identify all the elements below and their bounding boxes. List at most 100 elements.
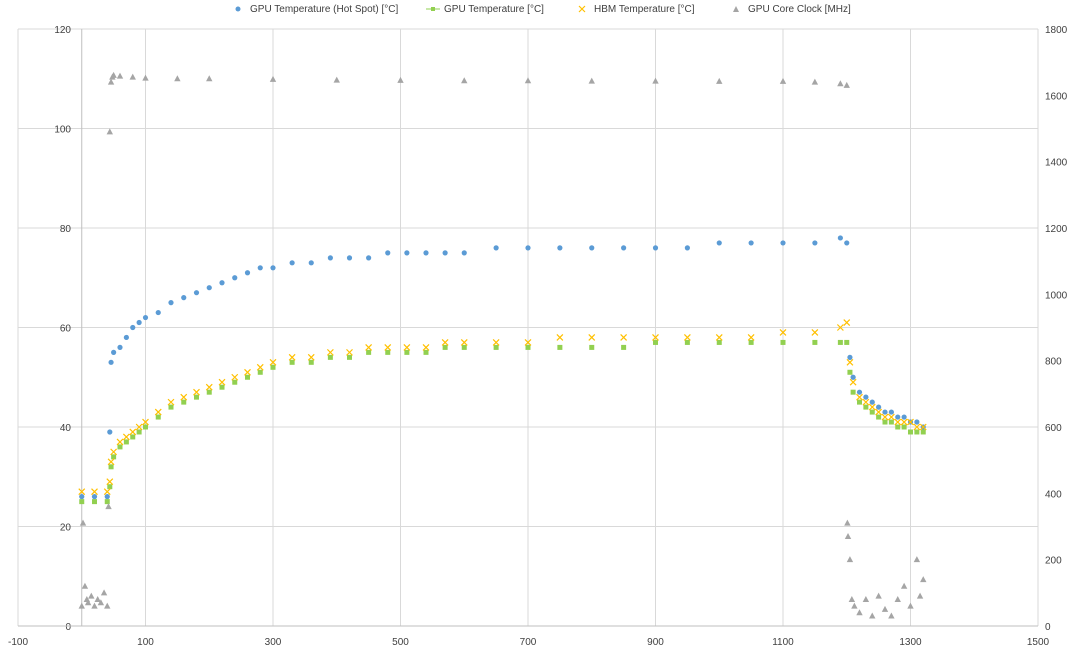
data-point [129,73,136,80]
data-point [442,344,448,350]
data-point [206,389,212,395]
data-point [181,399,187,405]
data-point [588,77,595,84]
data-point [107,78,115,85]
data-point [888,612,895,619]
data-point [116,438,124,446]
data-point [684,245,690,251]
legend-item-hbm-temp[interactable]: HBM Temperature [°C] [576,1,695,17]
legend-item-core-clock[interactable]: GPU Core Clock [MHz] [730,1,851,17]
data-point [94,595,101,602]
data-point [194,394,199,400]
data-point [919,423,927,431]
data-point [846,358,854,366]
data-point [836,324,844,331]
data-point [900,582,908,589]
data-point [111,349,117,355]
data-point [193,388,200,396]
data-point [79,494,85,500]
data-point [91,602,98,609]
x-tick-label: 1500 [1027,637,1050,646]
data-point [130,324,136,331]
data-point [84,599,92,606]
data-point [812,339,818,345]
y2-tick-label: 1200 [1045,224,1068,235]
data-point [288,353,296,361]
data-point [837,339,843,345]
data-point [779,329,787,336]
data-point [907,418,914,426]
data-point [257,369,263,375]
data-point [844,519,851,526]
data-point [110,448,118,456]
data-point [851,602,858,609]
data-point [811,329,819,336]
data-point [493,245,499,251]
data-point [621,245,627,251]
data-point [219,384,225,390]
data-point [422,343,430,351]
data-point [780,339,786,345]
data-point [106,128,113,135]
legend-item-hotspot[interactable]: GPU Temperature (Hot Spot) [°C] [232,1,398,17]
data-point [461,250,467,256]
data-point [142,74,149,81]
data-point [103,488,111,496]
data-point [174,75,181,82]
y2-tick-label: 1000 [1045,290,1068,301]
data-point [461,344,467,350]
data-point [914,419,920,425]
data-point [193,290,200,296]
y-tick-label: 20 [60,523,72,534]
series-3 [78,71,927,619]
data-point [385,250,391,256]
data-point [155,414,161,420]
data-point [180,393,188,401]
data-point [181,295,187,301]
data-point [403,343,411,351]
data-point [88,592,95,599]
data-point [219,280,225,286]
y2-tick-label: 0 [1045,622,1051,633]
data-point [862,595,870,602]
data-point [327,255,333,261]
data-point [129,428,137,436]
axes: 0 20 40 60 80 100 120 -100 100 300 500 700 900 1100 13… [8,25,1068,646]
data-point [105,503,112,510]
series-layer [78,71,927,619]
data-point [894,418,902,426]
data-point [846,556,854,563]
data-point [79,519,87,526]
data-point [107,484,113,490]
data-point [308,359,314,365]
x-tick-label: -100 [8,637,28,646]
legend-item-gpu-temp[interactable]: GPU Temperature [°C] [426,1,544,17]
data-point [366,349,372,355]
data-point [106,478,114,486]
data-point [79,499,85,505]
data-point [525,344,531,350]
data-point [748,240,754,246]
data-point [557,344,563,350]
data-point [907,602,914,609]
data-point [81,582,89,589]
data-point [232,275,238,281]
data-point [684,339,690,345]
data-point [812,240,818,246]
data-point [869,612,876,619]
data-point [847,369,853,375]
data-point [493,344,499,350]
data-point [524,77,532,84]
data-point [423,349,429,355]
data-point [404,349,410,355]
data-point [621,344,627,350]
y2-tick-label: 400 [1045,489,1062,500]
data-point [346,348,353,356]
data-point [108,359,114,365]
legend-label-hotspot: GPU Temperature (Hot Spot) [°C] [250,3,399,15]
data-point [901,424,907,430]
data-point [894,595,901,602]
data-point [876,404,882,410]
data-point [856,393,863,401]
